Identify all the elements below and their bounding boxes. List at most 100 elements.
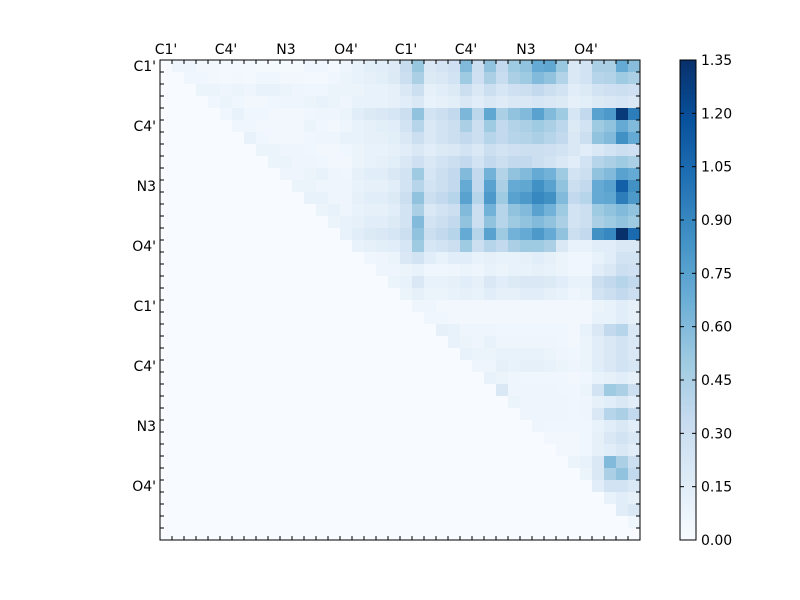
heatmap-cell [460,468,473,481]
heatmap-cell [352,528,365,541]
heatmap-cell [304,492,317,505]
heatmap-cell [316,144,329,157]
heatmap-cell [460,456,473,469]
x-tick-label: O4' [334,42,358,58]
heatmap-cell [532,468,545,481]
heatmap-cell [592,180,605,193]
heatmap-cell [244,444,257,457]
heatmap-cell [412,492,425,505]
heatmap-cell [340,408,353,421]
heatmap-cell [388,144,401,157]
heatmap-cell [484,252,497,265]
heatmap-cell [244,372,257,385]
heatmap-cell [268,72,281,85]
heatmap-cell [268,264,281,277]
heatmap-cell [448,96,461,109]
heatmap-cell [436,444,449,457]
heatmap-cell [448,432,461,445]
heatmap-cell [448,204,461,217]
heatmap-cell [316,204,329,217]
heatmap-cell [580,72,593,85]
heatmap-cell [568,192,581,205]
heatmap-cell [292,432,305,445]
heatmap-cell [256,156,269,169]
heatmap-cell [436,348,449,361]
heatmap-cell [244,396,257,409]
heatmap-cell [508,168,521,181]
heatmap-cell [520,432,533,445]
heatmap-cell [424,516,437,529]
heatmap-cell [328,300,341,313]
heatmap-cell [628,192,641,205]
heatmap-cell [292,324,305,337]
heatmap-cell [172,240,185,253]
heatmap-cell [568,228,581,241]
heatmap-cell [340,264,353,277]
heatmap-cell [556,72,569,85]
heatmap-cell [268,432,281,445]
heatmap-cell [520,84,533,97]
heatmap-cell [388,288,401,301]
heatmap-cell [400,288,413,301]
heatmap-cell [604,60,617,73]
heatmap-cell [472,144,485,157]
heatmap-cell [484,456,497,469]
heatmap-cell [352,180,365,193]
heatmap-cell [256,300,269,313]
heatmap-cell [232,276,245,289]
heatmap-cell [436,336,449,349]
heatmap-cell [628,72,641,85]
heatmap-cell [172,516,185,529]
heatmap-cell [424,216,437,229]
heatmap-cell [412,300,425,313]
heatmap-cell [172,432,185,445]
heatmap-cell [184,300,197,313]
heatmap-cell [364,396,377,409]
heatmap-cell [244,456,257,469]
heatmap-cell [160,204,173,217]
heatmap-cell [628,396,641,409]
heatmap-cell [232,120,245,133]
heatmap-cell [448,372,461,385]
heatmap-cell [280,504,293,517]
heatmap-cell [544,468,557,481]
heatmap-cell [556,336,569,349]
heatmap-cell [436,276,449,289]
heatmap-cell [220,516,233,529]
heatmap-cell [508,144,521,157]
heatmap-cell [472,240,485,253]
heatmap-cell [424,300,437,313]
heatmap-cell [244,72,257,85]
heatmap-cell [388,264,401,277]
heatmap-cell [448,144,461,157]
heatmap-cell [508,420,521,433]
heatmap-cell [580,384,593,397]
heatmap-cell [232,72,245,85]
heatmap-cell [520,360,533,373]
heatmap-cell [376,456,389,469]
heatmap-cell [280,516,293,529]
heatmap-cell [400,372,413,385]
heatmap-cell [364,384,377,397]
heatmap-cell [316,336,329,349]
heatmap-cell [256,360,269,373]
heatmap-cell [532,492,545,505]
heatmap-cell [172,480,185,493]
heatmap-cell [532,360,545,373]
heatmap-cell [628,168,641,181]
heatmap-cell [340,252,353,265]
heatmap-cell [436,492,449,505]
heatmap-cell [580,168,593,181]
heatmap-cell [316,504,329,517]
heatmap-cell [196,348,209,361]
heatmap-cell [484,360,497,373]
heatmap-cell [244,156,257,169]
heatmap-cell [172,408,185,421]
heatmap-cell [628,96,641,109]
heatmap-cell [436,228,449,241]
heatmap-cell [616,228,629,241]
heatmap-cell [364,264,377,277]
heatmap-cell [616,84,629,97]
heatmap-cell [316,180,329,193]
heatmap-cell [268,420,281,433]
